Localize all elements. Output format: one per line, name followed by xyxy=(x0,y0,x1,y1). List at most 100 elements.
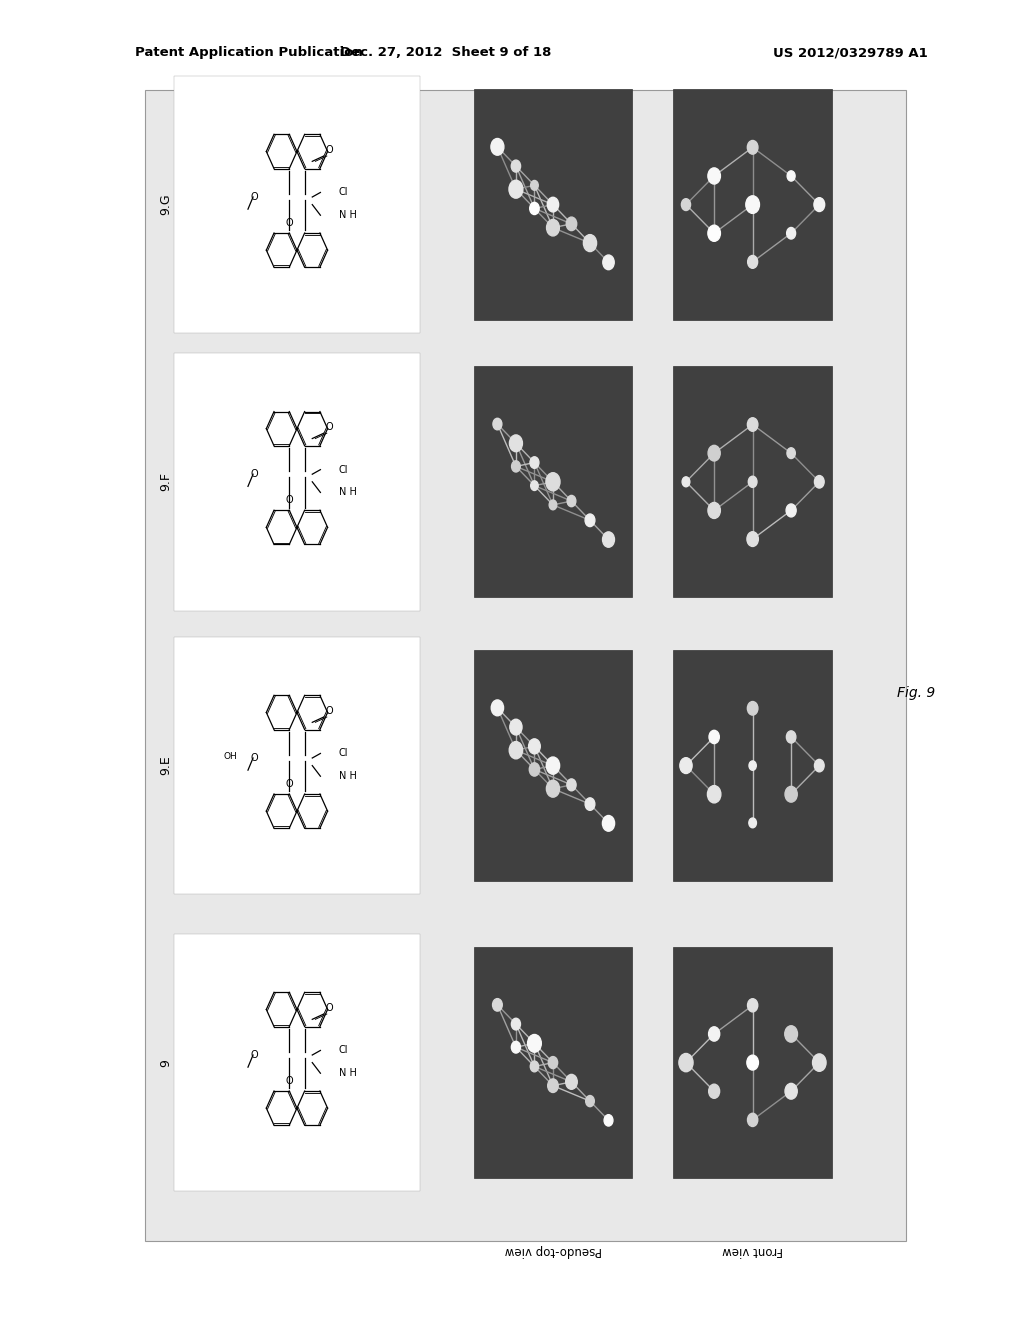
Text: Cl: Cl xyxy=(339,748,348,759)
Text: Cl: Cl xyxy=(339,187,348,198)
Circle shape xyxy=(529,202,540,215)
Circle shape xyxy=(709,730,719,743)
Circle shape xyxy=(745,195,760,214)
Circle shape xyxy=(748,1113,758,1126)
Circle shape xyxy=(512,461,520,473)
Circle shape xyxy=(566,216,577,231)
Circle shape xyxy=(510,719,522,735)
Circle shape xyxy=(746,532,759,546)
Circle shape xyxy=(679,1053,693,1072)
Circle shape xyxy=(680,758,692,774)
Text: 9: 9 xyxy=(160,1059,172,1067)
Circle shape xyxy=(604,1114,613,1126)
Circle shape xyxy=(529,763,540,776)
Circle shape xyxy=(509,181,523,198)
Circle shape xyxy=(509,742,522,759)
Text: O: O xyxy=(251,752,258,763)
Circle shape xyxy=(709,1084,720,1098)
Text: N H: N H xyxy=(339,771,356,781)
Circle shape xyxy=(548,1056,558,1069)
Circle shape xyxy=(586,1096,594,1106)
Bar xyxy=(473,649,633,882)
Circle shape xyxy=(749,760,757,771)
Circle shape xyxy=(528,739,541,754)
Text: Fig. 9: Fig. 9 xyxy=(897,686,936,700)
Circle shape xyxy=(547,219,559,236)
Circle shape xyxy=(786,227,796,239)
Circle shape xyxy=(748,256,758,268)
Text: N H: N H xyxy=(339,1068,356,1078)
Circle shape xyxy=(749,818,757,828)
Circle shape xyxy=(493,418,502,430)
Circle shape xyxy=(511,1041,520,1053)
Circle shape xyxy=(602,816,614,832)
Bar xyxy=(674,948,831,1177)
Circle shape xyxy=(565,1074,578,1089)
Circle shape xyxy=(708,503,720,519)
Circle shape xyxy=(492,700,504,715)
Text: US 2012/0329789 A1: US 2012/0329789 A1 xyxy=(773,46,928,59)
Text: Pseudo-top view: Pseudo-top view xyxy=(505,1243,601,1257)
Bar xyxy=(674,367,831,597)
Text: Cl: Cl xyxy=(339,1045,348,1056)
Text: O: O xyxy=(326,706,333,715)
Circle shape xyxy=(585,797,595,810)
Bar xyxy=(473,367,633,597)
Circle shape xyxy=(814,759,824,772)
Circle shape xyxy=(530,1061,539,1072)
Circle shape xyxy=(814,475,824,488)
Bar xyxy=(174,636,420,895)
Text: O: O xyxy=(326,1003,333,1012)
Circle shape xyxy=(509,434,522,451)
Circle shape xyxy=(785,1084,798,1100)
Text: O: O xyxy=(286,218,293,228)
Bar xyxy=(473,90,633,321)
Circle shape xyxy=(748,701,758,715)
Circle shape xyxy=(530,181,539,190)
Text: O: O xyxy=(286,779,293,789)
Circle shape xyxy=(547,780,559,797)
Circle shape xyxy=(786,731,796,743)
Circle shape xyxy=(813,1053,826,1072)
Circle shape xyxy=(584,235,597,252)
Circle shape xyxy=(682,477,690,487)
Text: OH: OH xyxy=(224,752,238,762)
Text: Patent Application Publication: Patent Application Publication xyxy=(135,46,362,59)
Text: N H: N H xyxy=(339,487,356,498)
Text: 9.F: 9.F xyxy=(160,473,172,491)
Circle shape xyxy=(787,170,795,181)
Circle shape xyxy=(786,504,796,517)
Circle shape xyxy=(547,197,559,213)
Text: O: O xyxy=(326,422,333,432)
Text: Cl: Cl xyxy=(339,465,348,475)
Circle shape xyxy=(709,1027,720,1041)
Text: O: O xyxy=(326,145,333,154)
Circle shape xyxy=(787,447,796,458)
Circle shape xyxy=(530,457,539,469)
Circle shape xyxy=(708,226,721,242)
Text: 9.G: 9.G xyxy=(160,194,172,215)
Bar xyxy=(174,354,420,610)
Text: Dec. 27, 2012  Sheet 9 of 18: Dec. 27, 2012 Sheet 9 of 18 xyxy=(340,46,551,59)
Circle shape xyxy=(785,787,798,803)
Circle shape xyxy=(746,1055,759,1071)
Text: O: O xyxy=(286,495,293,506)
Circle shape xyxy=(708,785,721,803)
Circle shape xyxy=(493,999,502,1011)
Text: 9.E: 9.E xyxy=(160,756,172,775)
Circle shape xyxy=(511,160,520,172)
Text: O: O xyxy=(251,1049,258,1060)
Circle shape xyxy=(549,500,557,510)
Circle shape xyxy=(708,445,720,461)
Circle shape xyxy=(567,779,577,791)
Circle shape xyxy=(511,1018,520,1030)
Text: O: O xyxy=(251,469,258,479)
Bar xyxy=(174,77,420,334)
Circle shape xyxy=(748,140,758,154)
Bar xyxy=(174,935,420,1191)
Text: O: O xyxy=(286,1076,293,1086)
Circle shape xyxy=(602,532,614,548)
Bar xyxy=(674,649,831,882)
Circle shape xyxy=(748,417,758,432)
Circle shape xyxy=(603,255,614,269)
